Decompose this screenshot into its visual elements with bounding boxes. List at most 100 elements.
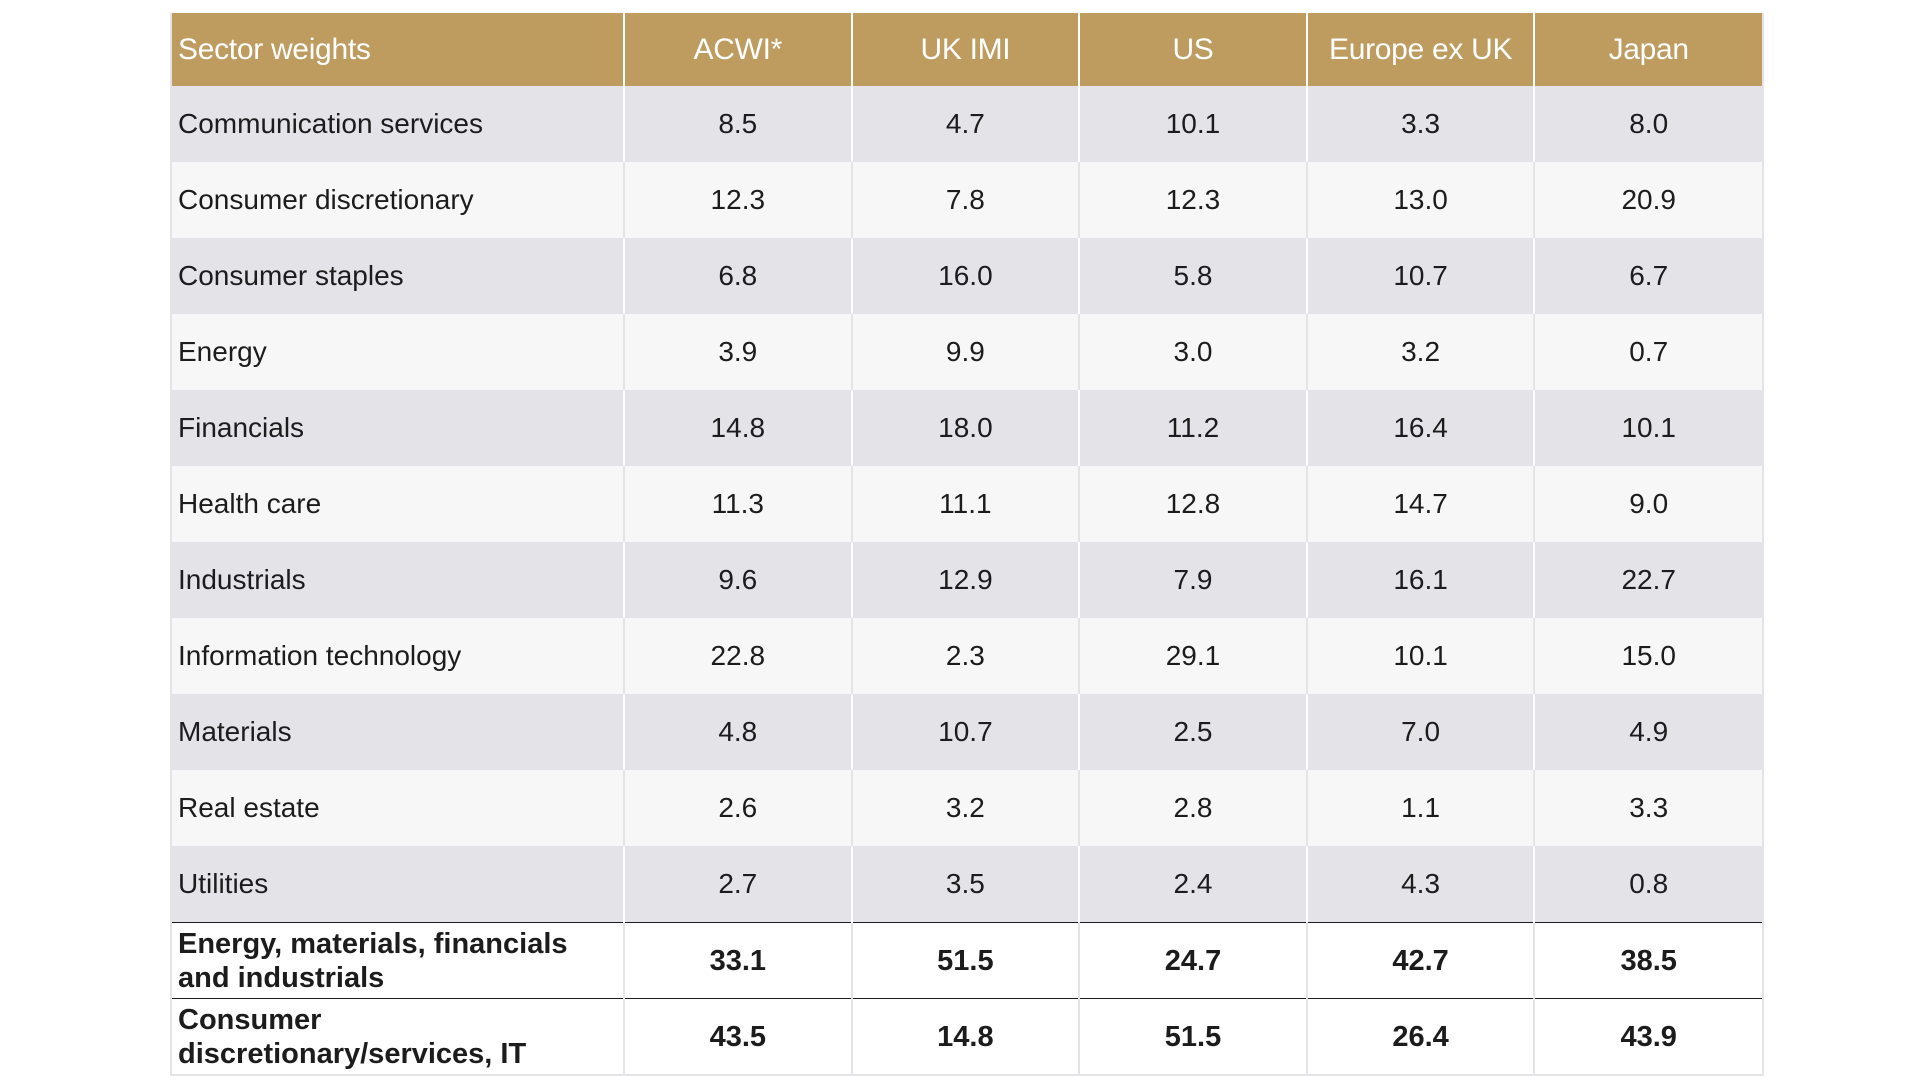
table-row: Industrials 9.6 12.9 7.9 16.1 22.7 [172,542,1762,618]
value-cell: 51.5 [851,922,1081,999]
value-cell: 9.0 [1534,466,1762,542]
value-cell: 1.1 [1306,770,1536,846]
value-cell: 6.7 [1534,238,1762,314]
value-cell: 15.0 [1534,618,1762,694]
value-cell: 10.7 [1306,238,1536,314]
value-cell: 16.0 [851,238,1081,314]
value-cell: 22.8 [624,618,853,694]
value-cell: 13.0 [1306,162,1536,238]
value-cell: 16.1 [1306,542,1536,618]
value-cell: 43.9 [1534,998,1762,1074]
value-cell: 2.3 [851,618,1081,694]
value-cell: 33.1 [624,922,853,999]
value-cell: 26.4 [1306,998,1536,1074]
value-cell: 14.8 [624,390,853,466]
value-cell: 5.8 [1079,238,1308,314]
value-cell: 4.8 [624,694,853,770]
table-header: Sector weights ACWI* UK IMI US Europe ex… [172,13,1762,86]
value-cell: 9.9 [851,314,1081,390]
value-cell: 4.3 [1306,846,1536,923]
table-row: Energy 3.9 9.9 3.0 3.2 0.7 [172,314,1762,390]
value-cell: 0.7 [1534,314,1762,390]
sector-name-cell: Health care [172,466,625,542]
value-cell: 3.3 [1306,86,1536,162]
value-cell: 3.2 [1306,314,1536,390]
value-cell: 8.0 [1534,86,1762,162]
value-cell: 2.5 [1079,694,1308,770]
value-cell: 3.5 [851,846,1081,923]
total-row: Consumer discretionary/services, IT 43.5 1… [172,998,1762,1074]
value-cell: 0.8 [1534,846,1762,923]
value-cell: 43.5 [624,998,853,1074]
value-cell: 42.7 [1306,922,1536,999]
value-cell: 16.4 [1306,390,1536,466]
table-row: Communication services 8.5 4.7 10.1 3.3 8.0 [172,86,1762,162]
sector-name-cell: Real estate [172,770,625,846]
value-cell: 20.9 [1534,162,1762,238]
total-row: Energy, materials, financials and indust… [172,922,1762,999]
sector-name-cell: Utilities [172,846,625,923]
sector-name-cell: Consumer discretionary/services, IT [172,998,625,1074]
value-cell: 7.9 [1079,542,1308,618]
sector-name-cell: Energy, materials, financials and indust… [172,922,625,999]
sector-name-cell: Communication services [172,86,625,162]
sector-name-cell: Industrials [172,542,625,618]
header-sector-weights: Sector weights [172,13,625,86]
value-cell: 12.9 [851,542,1081,618]
sector-name-cell: Consumer staples [172,238,625,314]
value-cell: 3.9 [624,314,853,390]
value-cell: 9.6 [624,542,853,618]
value-cell: 3.0 [1079,314,1308,390]
value-cell: 10.7 [851,694,1081,770]
sector-weights-table: Sector weights ACWI* UK IMI US Europe ex… [172,13,1762,1074]
value-cell: 2.6 [624,770,853,846]
value-cell: 29.1 [1079,618,1308,694]
header-us: US [1079,13,1308,86]
sector-name-cell: Financials [172,390,625,466]
value-cell: 38.5 [1534,922,1762,999]
header-uk-imi: UK IMI [851,13,1081,86]
table-row: Financials 14.8 18.0 11.2 16.4 10.1 [172,390,1762,466]
value-cell: 7.8 [851,162,1081,238]
header-japan: Japan [1534,13,1762,86]
sector-name-cell: Consumer discretionary [172,162,625,238]
table-row: Consumer discretionary 12.3 7.8 12.3 13.0 20.… [172,162,1762,238]
value-cell: 10.1 [1079,86,1308,162]
value-cell: 2.4 [1079,846,1308,923]
value-cell: 2.8 [1079,770,1308,846]
table-row: Information technology 22.8 2.3 29.1 10.1 15.… [172,618,1762,694]
value-cell: 14.8 [851,998,1081,1074]
value-cell: 14.7 [1306,466,1536,542]
value-cell: 18.0 [851,390,1081,466]
header-acwi: ACWI* [624,13,853,86]
value-cell: 11.3 [624,466,853,542]
value-cell: 24.7 [1079,922,1308,999]
header-europe-ex-uk: Europe ex UK [1306,13,1536,86]
value-cell: 4.9 [1534,694,1762,770]
header-row: Sector weights ACWI* UK IMI US Europe ex… [172,13,1762,86]
value-cell: 10.1 [1306,618,1536,694]
value-cell: 12.3 [1079,162,1308,238]
value-cell: 22.7 [1534,542,1762,618]
value-cell: 11.1 [851,466,1081,542]
table-row: Real estate 2.6 3.2 2.8 1.1 3.3 [172,770,1762,846]
table-row: Health care 11.3 11.1 12.8 14.7 9.0 [172,466,1762,542]
table-row: Utilities 2.7 3.5 2.4 4.3 0.8 [172,846,1762,923]
value-cell: 11.2 [1079,390,1308,466]
table-row: Consumer staples 6.8 16.0 5.8 10.7 6.7 [172,238,1762,314]
sector-weights-table-container: Sector weights ACWI* UK IMI US Europe ex… [170,13,1764,1076]
value-cell: 6.8 [624,238,853,314]
sector-name-cell: Information technology [172,618,625,694]
value-cell: 2.7 [624,846,853,923]
value-cell: 10.1 [1534,390,1762,466]
value-cell: 51.5 [1079,998,1308,1074]
value-cell: 8.5 [624,86,853,162]
value-cell: 3.2 [851,770,1081,846]
sector-name-cell: Energy [172,314,625,390]
value-cell: 7.0 [1306,694,1536,770]
sector-name-cell: Materials [172,694,625,770]
value-cell: 4.7 [851,86,1081,162]
table-row: Materials 4.8 10.7 2.5 7.0 4.9 [172,694,1762,770]
value-cell: 12.8 [1079,466,1308,542]
table-body: Communication services 8.5 4.7 10.1 3.3 8.0 Co… [172,86,1762,1074]
